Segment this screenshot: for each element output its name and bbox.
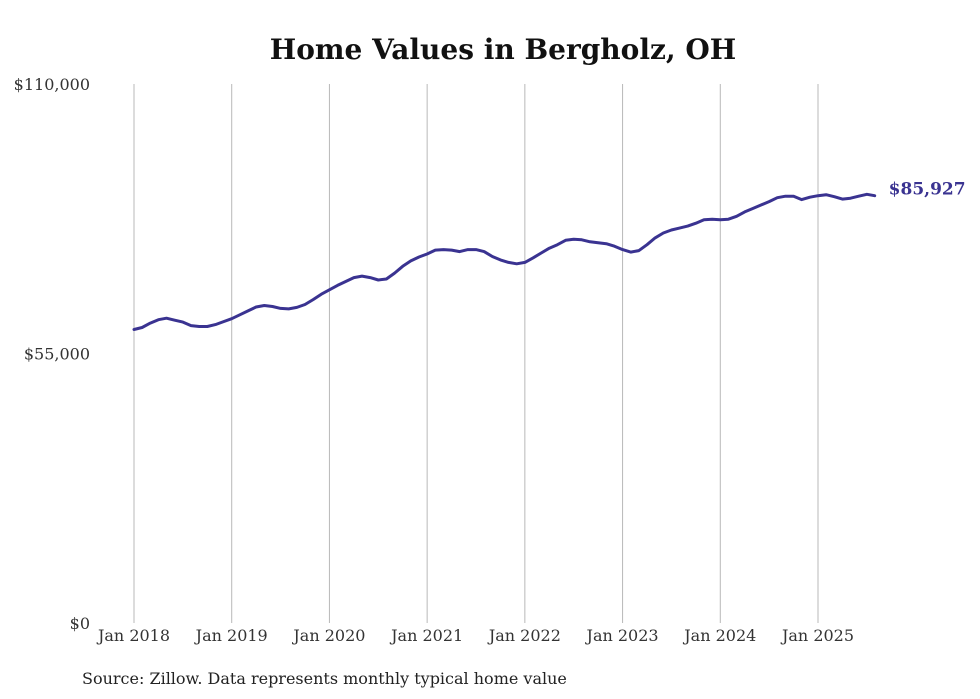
x-tick-label: Jan 2022 xyxy=(487,626,561,645)
y-axis-ticks: $0 $55,000 $110,000 xyxy=(14,75,90,633)
x-tick-label: Jan 2018 xyxy=(96,626,170,645)
latest-value-label: $85,927 xyxy=(889,180,966,200)
home-value-line xyxy=(132,192,877,331)
y-tick-label: $55,000 xyxy=(24,345,90,364)
y-tick-label: $0 xyxy=(70,614,90,633)
x-tick-label: Jan 2024 xyxy=(682,626,756,645)
x-tick-label: Jan 2019 xyxy=(194,626,268,645)
x-tick-label: Jan 2020 xyxy=(291,626,365,645)
x-tick-label: Jan 2025 xyxy=(780,626,854,645)
gridlines xyxy=(133,84,819,623)
chart-title: Home Values in Bergholz, OH xyxy=(270,33,736,66)
source-note: Source: Zillow. Data represents monthly … xyxy=(82,669,567,688)
y-tick-label: $110,000 xyxy=(14,75,90,94)
x-axis-ticks: Jan 2018 Jan 2019 Jan 2020 Jan 2021 Jan 2022… xyxy=(96,626,854,645)
x-tick-label: Jan 2021 xyxy=(389,626,463,645)
x-tick-label: Jan 2023 xyxy=(585,626,659,645)
